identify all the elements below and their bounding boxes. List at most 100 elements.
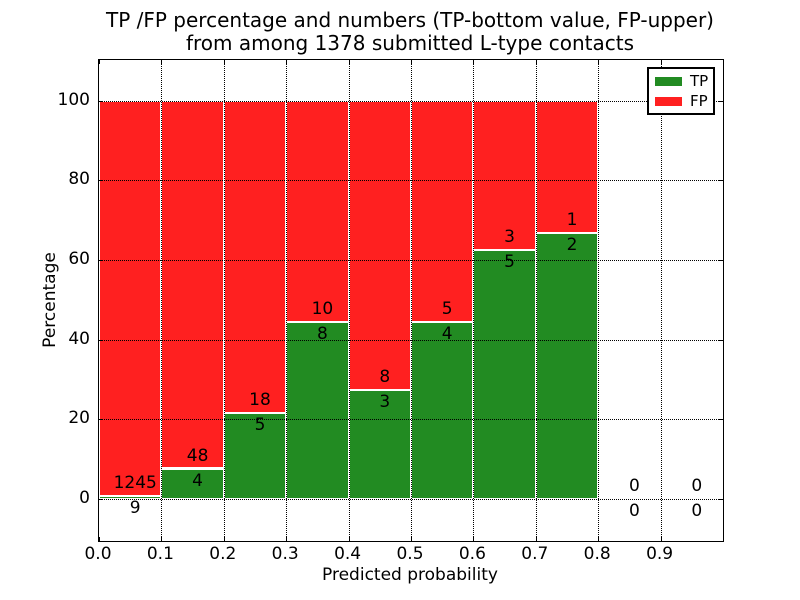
x-tick-mark: [598, 537, 600, 541]
fp-count-label: 10: [311, 299, 334, 320]
fp-count-label: 48: [186, 445, 209, 466]
v-gridline: [660, 60, 662, 541]
y-tick-label: 100: [57, 89, 90, 110]
x-tick-mark: [598, 60, 600, 64]
tp-bar: [535, 233, 599, 500]
x-tick-mark: [348, 60, 350, 64]
x-tick-label: 0.2: [209, 544, 237, 564]
legend-row-fp: FP: [655, 92, 708, 110]
x-tick-mark: [348, 537, 350, 541]
tp-bar: [348, 390, 411, 500]
v-gridline: [473, 60, 475, 541]
x-tick-mark: [411, 537, 412, 541]
y-tick-mark: [99, 419, 103, 421]
tp-bar: [223, 412, 287, 500]
chart-title-line2: from among 1378 submitted L-type contact…: [185, 31, 635, 55]
tp-count-label: 8: [316, 324, 328, 345]
chart-title-line1: TP /FP percentage and numbers (TP-bottom…: [106, 8, 714, 32]
fp-bar: [286, 100, 349, 323]
fp-count-label: 0: [628, 476, 640, 497]
legend-row-tp: TP: [655, 72, 709, 90]
x-tick-label: 0.5: [396, 544, 424, 564]
x-tick-mark: [660, 537, 662, 541]
tp-bar: [286, 322, 349, 500]
x-tick-mark: [161, 537, 163, 541]
y-tick-mark: [719, 260, 723, 262]
x-tick-label: 0.7: [521, 544, 549, 564]
x-tick-mark: [223, 60, 225, 64]
tp-count-label: 9: [129, 498, 141, 519]
fp-bar: [348, 100, 411, 391]
fp-bar: [223, 100, 287, 413]
x-tick-mark: [660, 60, 662, 64]
y-tick-label: 40: [68, 328, 90, 349]
x-tick-label: 0.9: [646, 544, 674, 564]
y-tick-label: 20: [68, 408, 90, 429]
x-tick-mark: [99, 537, 100, 541]
fp-legend-swatch: [655, 96, 682, 106]
tp-bar: [161, 468, 224, 500]
x-tick-mark: [286, 60, 288, 64]
fp-legend-label: FP: [690, 92, 708, 110]
x-tick-mark: [223, 537, 225, 541]
y-tick-mark: [99, 499, 103, 501]
tp-count-label: 4: [192, 470, 203, 491]
y-tick-mark: [719, 419, 723, 421]
x-tick-mark: [161, 60, 163, 64]
fp-count-label: 8: [379, 367, 391, 388]
v-gridline: [286, 60, 288, 541]
v-gridline: [223, 60, 225, 541]
y-tick-mark: [719, 499, 723, 501]
tp-bar: [411, 322, 474, 500]
v-gridline: [598, 60, 600, 541]
x-tick-mark: [286, 537, 288, 541]
x-tick-mark: [473, 537, 475, 541]
x-tick-label: 0.1: [146, 544, 174, 564]
v-gridline: [348, 60, 350, 541]
v-gridline: [161, 60, 163, 541]
fp-count-label: 0: [691, 476, 703, 497]
fp-count-label: 1: [566, 210, 578, 231]
y-tick-mark: [719, 339, 723, 341]
tp-bar: [99, 496, 162, 500]
tp-count-label: 5: [254, 414, 266, 435]
fp-count-label: 18: [249, 389, 271, 410]
y-tick-mark: [99, 100, 103, 102]
fp-bar: [161, 100, 224, 469]
fp-count-label: 3: [504, 227, 515, 248]
y-tick-mark: [99, 260, 103, 262]
x-axis-label: Predicted probability: [322, 565, 498, 585]
x-tick-label: 0.4: [334, 544, 362, 564]
tp-count-label: 5: [504, 252, 515, 273]
tp-count-label: 0: [691, 501, 703, 522]
x-tick-mark: [535, 537, 537, 541]
y-tick-mark: [719, 180, 723, 182]
fp-bar: [99, 100, 162, 497]
x-tick-label: 0.3: [271, 544, 299, 564]
y-tick-mark: [99, 180, 103, 182]
tp-count-label: 3: [379, 392, 391, 413]
tp-bar: [473, 250, 536, 500]
v-gridline: [411, 60, 412, 541]
y-tick-mark: [719, 100, 723, 102]
y-tick-label: 80: [68, 169, 90, 190]
x-tick-label: 0.6: [458, 544, 486, 564]
legend: TP FP: [647, 67, 715, 115]
fp-count-label: 1245: [113, 473, 157, 494]
tp-legend-label: TP: [690, 72, 709, 90]
y-tick-label: 60: [68, 249, 90, 270]
fp-bar: [411, 100, 474, 323]
tp-count-label: 2: [566, 235, 578, 256]
x-tick-mark: [473, 60, 475, 64]
tp-count-label: 0: [628, 501, 640, 522]
x-tick-mark: [535, 60, 537, 64]
y-tick-mark: [99, 339, 103, 341]
plot-area: TP FP 1245 9 48 4 18 5 10 8 8 3 5 4 3 5 1 2 0 0 0 0: [98, 59, 724, 542]
tp-count-label: 4: [441, 324, 453, 345]
fp-count-label: 5: [441, 299, 453, 320]
tp-legend-swatch: [655, 76, 682, 86]
x-tick-mark: [99, 60, 100, 64]
x-tick-mark: [411, 60, 412, 64]
x-tick-label: 0.0: [84, 544, 112, 564]
v-gridline: [535, 60, 537, 541]
